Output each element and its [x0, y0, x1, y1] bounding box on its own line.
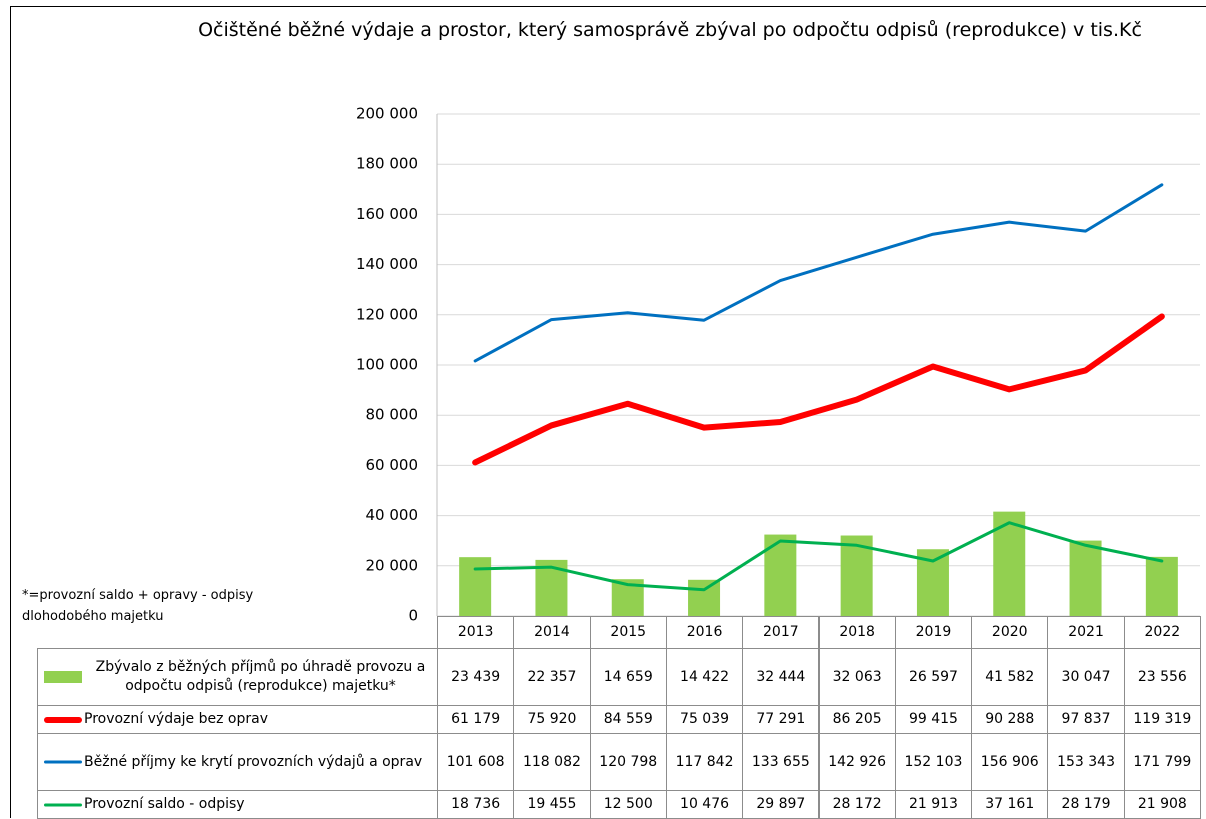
table-value: 28 179 — [1047, 790, 1124, 819]
year-label: 2017 — [742, 616, 819, 649]
year-label: 2019 — [895, 616, 972, 649]
year-label: 2022 — [1124, 616, 1201, 649]
table-value: 120 798 — [590, 733, 667, 791]
y-tick-label: 120 000 — [356, 305, 418, 323]
table-value: 14 422 — [666, 648, 743, 706]
table-value: 29 897 — [742, 790, 819, 819]
bar — [688, 580, 720, 616]
line — [475, 317, 1162, 463]
legend-label: Zbývalo z běžných příjmů po úhradě provo… — [84, 658, 437, 696]
table-value: 21 908 — [1124, 790, 1201, 819]
table-value: 153 343 — [1047, 733, 1124, 791]
line — [475, 523, 1162, 590]
legend-cell: Provozní saldo - odpisy — [37, 790, 438, 819]
legend-symbol — [44, 717, 82, 723]
table-value: 84 559 — [590, 705, 667, 734]
legend-label: Běžné příjmy ke krytí provozních výdajů … — [84, 753, 422, 772]
line — [475, 185, 1162, 361]
table-value: 77 291 — [742, 705, 819, 734]
y-tick-label: 60 000 — [366, 456, 419, 474]
year-label: 2015 — [590, 616, 667, 649]
table-value: 86 205 — [819, 705, 896, 734]
legend-symbol — [44, 803, 82, 806]
year-label: 2021 — [1047, 616, 1124, 649]
table-value: 10 476 — [666, 790, 743, 819]
table-value: 28 172 — [819, 790, 896, 819]
legend-label: Provozní výdaje bez oprav — [84, 710, 268, 729]
y-tick-label: 80 000 — [366, 406, 419, 424]
legend-label: Provozní saldo - odpisy — [84, 795, 245, 814]
table-value: 32 063 — [819, 648, 896, 706]
year-label: 2018 — [819, 616, 896, 649]
table-value: 142 926 — [819, 733, 896, 791]
table-value: 23 439 — [437, 648, 514, 706]
legend-cell: Provozní výdaje bez oprav — [37, 705, 438, 734]
table-value: 14 659 — [590, 648, 667, 706]
table-value: 152 103 — [895, 733, 972, 791]
legend-cell: Běžné příjmy ke krytí provozních výdajů … — [37, 733, 438, 791]
year-label: 2013 — [437, 616, 514, 649]
y-tick-label: 0 — [408, 607, 418, 625]
table-value: 119 319 — [1124, 705, 1201, 734]
y-tick-label: 100 000 — [356, 356, 418, 374]
table-value: 32 444 — [742, 648, 819, 706]
chart-title: Očištěné běžné výdaje a prostor, který s… — [180, 16, 1160, 45]
year-label: 2020 — [971, 616, 1048, 649]
table-value: 171 799 — [1124, 733, 1201, 791]
y-tick-label: 140 000 — [356, 255, 418, 273]
year-label: 2014 — [513, 616, 590, 649]
legend-cell: Zbývalo z běžných příjmů po úhradě provo… — [37, 648, 438, 706]
table-value: 23 556 — [1124, 648, 1201, 706]
table-value: 61 179 — [437, 705, 514, 734]
y-tick-label: 40 000 — [366, 506, 419, 524]
table-value: 12 500 — [590, 790, 667, 819]
table-value: 41 582 — [971, 648, 1048, 706]
y-tick-label: 180 000 — [356, 155, 418, 173]
legend-symbol — [44, 761, 82, 764]
annotation: *=provozní saldo + opravy - odpisy dloho… — [22, 586, 322, 628]
bar — [459, 557, 491, 616]
table-value: 118 082 — [513, 733, 590, 791]
y-tick-label: 200 000 — [356, 105, 418, 123]
bar — [1146, 557, 1178, 616]
table-value: 30 047 — [1047, 648, 1124, 706]
bar — [1070, 541, 1102, 616]
table-value: 18 736 — [437, 790, 514, 819]
table-value: 117 842 — [666, 733, 743, 791]
table-value: 21 913 — [895, 790, 972, 819]
table-value: 156 906 — [971, 733, 1048, 791]
table-value: 26 597 — [895, 648, 972, 706]
table-value: 22 357 — [513, 648, 590, 706]
table-value: 90 288 — [971, 705, 1048, 734]
table-value: 37 161 — [971, 790, 1048, 819]
table-value: 101 608 — [437, 733, 514, 791]
table-value: 99 415 — [895, 705, 972, 734]
y-tick-label: 20 000 — [366, 556, 419, 574]
table-value: 75 039 — [666, 705, 743, 734]
table-value: 19 455 — [513, 790, 590, 819]
table-value: 133 655 — [742, 733, 819, 791]
year-label: 2016 — [666, 616, 743, 649]
table-value: 75 920 — [513, 705, 590, 734]
legend-symbol — [44, 671, 82, 683]
table-value: 97 837 — [1047, 705, 1124, 734]
y-tick-label: 160 000 — [356, 205, 418, 223]
